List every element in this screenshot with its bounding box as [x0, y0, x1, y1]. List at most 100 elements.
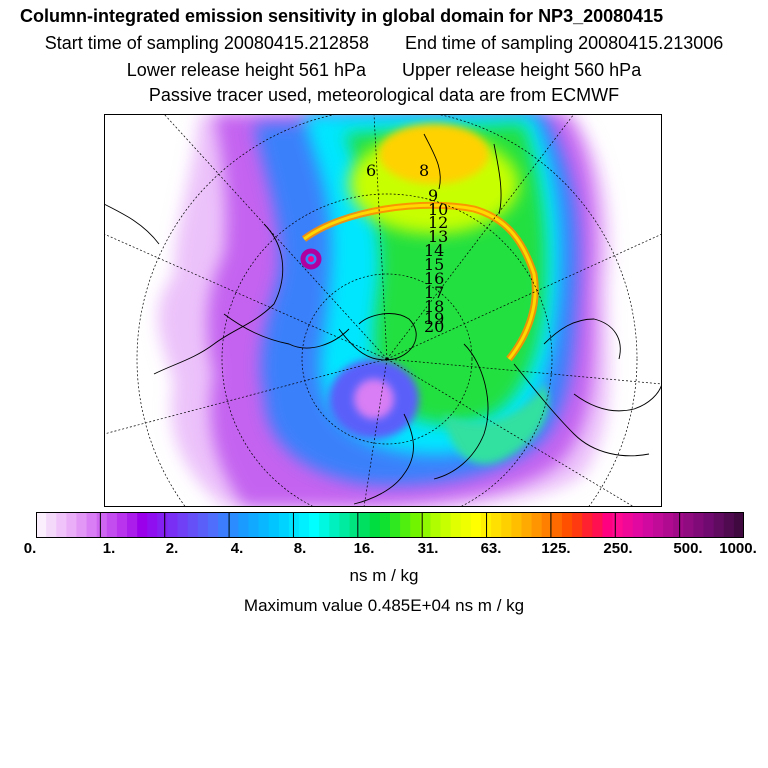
colorbar-cell: [511, 512, 523, 538]
colorbar-cell: [167, 512, 179, 538]
day-marker: 15: [424, 255, 444, 274]
colorbar-cell: [127, 512, 138, 538]
colorbar-cell: [642, 512, 654, 538]
colorbar-cell: [460, 512, 472, 538]
colorbar-cell: [258, 512, 270, 538]
colorbar-tick: 0.: [23, 540, 37, 557]
tracer-note: Passive tracer used, meteorological data…: [148, 85, 620, 105]
day-marker: 13: [428, 227, 448, 246]
colorbar-cell: [379, 512, 391, 538]
colorbar-tick: 31.: [417, 540, 439, 557]
colorbar-cell: [359, 512, 371, 538]
colorbar-cell: [420, 512, 432, 538]
upper-release-label: Upper release height: [402, 60, 570, 80]
maximum-value: Maximum value 0.485E+04 ns m / kg: [0, 596, 768, 616]
colorbar-cell: [693, 512, 705, 538]
day-marker: 8: [419, 161, 429, 180]
colorbar-tick: 8.: [293, 540, 307, 557]
upper-release-value: 560 hPa: [574, 60, 642, 80]
day-marker: 17: [424, 283, 444, 302]
day-marker: 9: [428, 186, 438, 205]
colorbar-cell: [106, 512, 118, 538]
colorbar-cell: [339, 512, 351, 538]
colorbar-cell: [612, 512, 624, 538]
colorbar: [36, 512, 744, 538]
colorbar-cell: [430, 512, 442, 538]
colorbar-cell: [298, 512, 310, 538]
colorbar-cell: [622, 512, 634, 538]
colorbar-cell: [66, 512, 78, 538]
colorbar-cell: [76, 512, 88, 538]
colorbar-tick: 500.: [673, 540, 703, 557]
colorbar-cell: [137, 512, 148, 538]
colorbar-cell: [531, 512, 543, 538]
colorbar-cell: [541, 512, 553, 538]
maximum-value-number: 0.485E+04 ns m / kg: [367, 596, 525, 615]
graticule: [104, 114, 662, 507]
start-label: Start time of sampling: [44, 33, 219, 53]
colorbar-cell: [501, 512, 512, 538]
colorbar-cell: [268, 512, 280, 538]
colorbar-cell: [602, 512, 614, 538]
colorbar-cell: [86, 512, 98, 538]
colorbar-cell: [177, 512, 189, 538]
colorbar-cell: [733, 512, 744, 538]
colorbar-cell: [663, 512, 674, 538]
colorbar-tick: 1000.: [719, 540, 757, 557]
colorbar-cell: [703, 512, 715, 538]
end-value: 20080415.213006: [578, 33, 724, 53]
colorbar-cell: [36, 512, 47, 538]
day-marker: 19: [424, 309, 444, 328]
colorbar-cell: [157, 512, 169, 538]
colorbar-cell: [572, 512, 583, 538]
colorbar-cell: [521, 512, 533, 538]
maximum-value-label: Maximum value: [243, 596, 363, 615]
colorbar-cell: [197, 512, 209, 538]
colorbar-cell: [450, 512, 462, 538]
colorbar-cell: [582, 512, 593, 538]
colorbar-cell: [288, 512, 300, 538]
colorbar-cell: [713, 512, 725, 538]
colorbar-cell: [218, 512, 229, 538]
colorbar-cell: [632, 512, 644, 538]
colorbar-ticks: 0. 1. 2. 4. 8. 16. 31. 63. 125. 250. 500…: [0, 540, 768, 560]
colorbar-tick: 250.: [603, 540, 633, 557]
colorbar-cell: [228, 512, 239, 538]
colorbar-cell: [400, 512, 411, 538]
colorbar-tick: 16.: [353, 540, 375, 557]
colorbar-cell: [390, 512, 401, 538]
colorbar-cell: [116, 512, 128, 538]
colorbar-tick: 2.: [165, 540, 179, 557]
day-markers: 6 8 9 10 12 13 14 15 16 17 18 19 20: [366, 161, 448, 336]
colorbar-cell: [349, 512, 361, 538]
colorbar-tick: 4.: [230, 540, 244, 557]
colorbar-cell: [491, 512, 502, 538]
colorbar-cell: [329, 512, 341, 538]
colorbar-cell: [309, 512, 320, 538]
sampling-times: Start time of sampling 20080415.212858 E…: [0, 33, 768, 54]
day-marker: 10: [428, 200, 448, 219]
colorbar-cell: [673, 512, 684, 538]
colorbar-units: ns m / kg: [349, 566, 419, 585]
colorbar-cell: [592, 512, 603, 538]
chart-title: Column-integrated emission sensitivity i…: [20, 6, 664, 26]
start-value: 20080415.212858: [223, 33, 369, 53]
colorbar-cell: [723, 512, 735, 538]
day-marker: 12: [428, 213, 448, 232]
end-label: End time of sampling: [405, 33, 574, 53]
colorbar-cell: [207, 512, 219, 538]
colorbar-cell: [319, 512, 330, 538]
day-marker: 20: [424, 317, 444, 336]
colorbar-cell: [410, 512, 421, 538]
colorbar-tick: 1.: [102, 540, 116, 557]
day-marker: 6: [366, 161, 376, 180]
colorbar-cell: [652, 512, 664, 538]
day-marker: 16: [424, 269, 444, 288]
colorbar-cell: [369, 512, 381, 538]
colorbar-cell: [248, 512, 260, 538]
colorbar-cell: [56, 512, 67, 538]
colorbar-cell: [46, 512, 57, 538]
colorbar-cell: [238, 512, 249, 538]
colorbar-tick: 63.: [480, 540, 502, 557]
release-heights: Lower release height 561 hPa Upper relea…: [0, 60, 768, 81]
